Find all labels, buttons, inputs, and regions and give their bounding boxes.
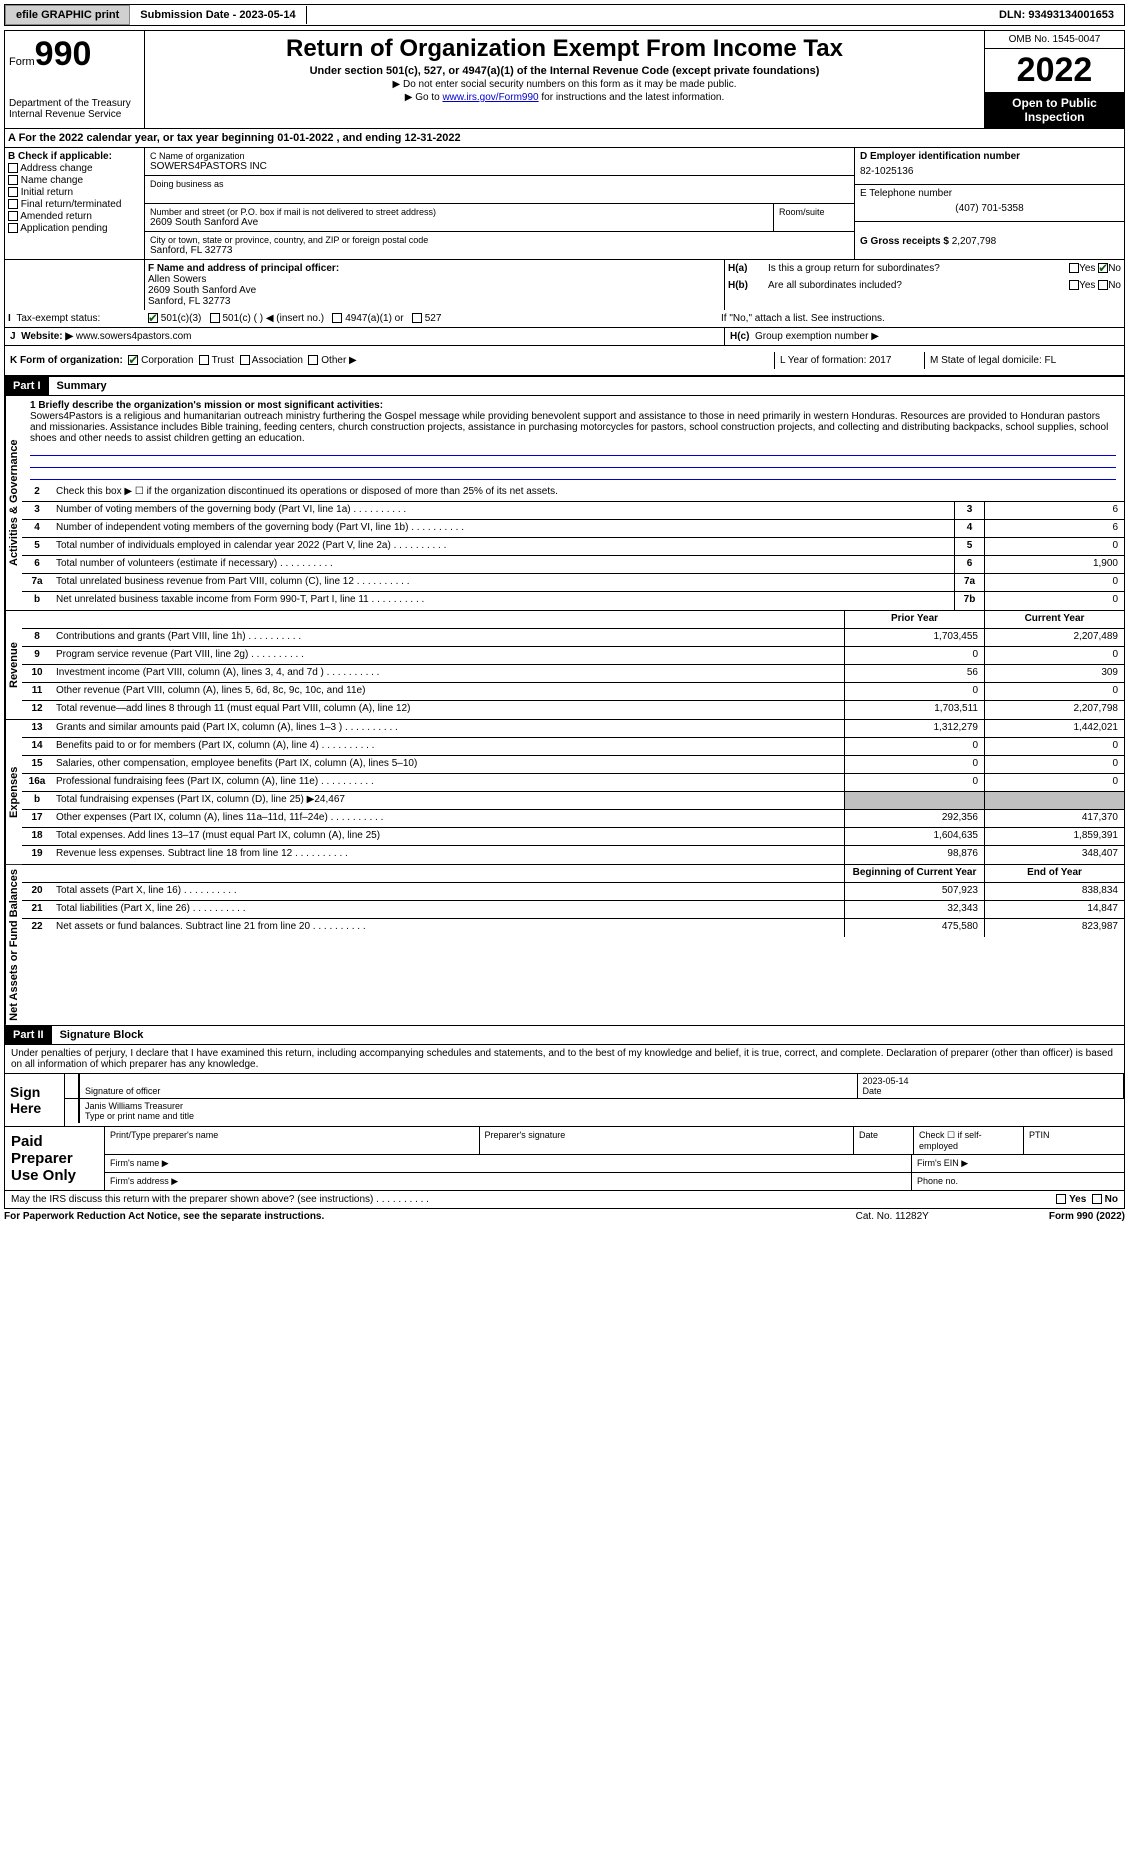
sect-activities: Activities & Governance 1 Briefly descri… — [4, 396, 1125, 611]
row-k: K Form of organization: Corporation Trus… — [4, 346, 1125, 376]
tax-year: 2022 — [985, 49, 1124, 92]
year-formation: L Year of formation: 2017 — [774, 352, 924, 369]
chk-corp[interactable] — [128, 355, 138, 365]
discuss-yes[interactable] — [1056, 1194, 1066, 1204]
col-f: F Name and address of principal officer:… — [145, 260, 724, 310]
form-number: 990 — [35, 35, 92, 73]
chk-527[interactable] — [412, 313, 422, 323]
chk-amended[interactable] — [8, 211, 18, 221]
hb-no[interactable] — [1098, 280, 1108, 290]
row-a: A For the 2022 calendar year, or tax yea… — [4, 129, 1125, 148]
paid-preparer: Paid Preparer Use Only — [5, 1127, 105, 1190]
side-revenue: Revenue — [5, 611, 22, 719]
ha-no[interactable] — [1098, 263, 1108, 273]
domicile: M State of legal domicile: FL — [924, 352, 1124, 369]
street-label: Number and street (or P.O. box if mail i… — [150, 207, 768, 217]
form-no-footer: Form 990 (2022) — [1049, 1211, 1125, 1222]
chk-501c3[interactable] — [148, 313, 158, 323]
goto-note: ▶ Go to www.irs.gov/Form990 for instruct… — [149, 92, 980, 103]
officer-name: Allen Sowers — [148, 274, 206, 285]
ha-yes[interactable] — [1069, 263, 1079, 273]
footer: For Paperwork Reduction Act Notice, see … — [4, 1211, 1125, 1222]
tax-status-row: I Tax-exempt status: 501(c)(3) 501(c) ( … — [4, 310, 1125, 328]
hb-yes[interactable] — [1069, 280, 1079, 290]
perjury-declare: Under penalties of perjury, I declare th… — [5, 1045, 1124, 1073]
part1-header: Part I Summary — [4, 376, 1125, 396]
city: Sanford, FL 32773 — [150, 245, 849, 256]
sign-here: Sign Here — [5, 1074, 65, 1126]
chk-4947[interactable] — [332, 313, 342, 323]
top-bar: efile GRAPHIC print Submission Date - 20… — [4, 4, 1125, 26]
col-b: B Check if applicable: Address change Na… — [5, 148, 145, 259]
chk-initial[interactable] — [8, 187, 18, 197]
col-d: D Employer identification number 82-1025… — [854, 148, 1124, 259]
col-h: H(a) Is this a group return for subordin… — [724, 260, 1124, 310]
ssn-note: ▶ Do not enter social security numbers o… — [149, 79, 980, 90]
tel: (407) 701-5358 — [860, 199, 1119, 218]
chk-name[interactable] — [8, 175, 18, 185]
part2-header: Part II Signature Block — [4, 1026, 1125, 1045]
chk-501c[interactable] — [210, 313, 220, 323]
fh-grid: F Name and address of principal officer:… — [4, 259, 1125, 310]
open-inspection: Open to Public Inspection — [985, 92, 1124, 128]
ein-label: D Employer identification number — [860, 151, 1020, 162]
ein: 82-1025136 — [860, 162, 1119, 181]
form-title: Return of Organization Exempt From Incom… — [149, 35, 980, 63]
tel-label: E Telephone number — [860, 188, 1119, 199]
gross: 2,207,798 — [952, 236, 997, 247]
dba-label: Doing business as — [150, 179, 849, 189]
officer-addr: 2609 South Sanford Ave Sanford, FL 32773 — [148, 285, 256, 307]
org-name-label: C Name of organization — [150, 151, 849, 161]
submission-date: Submission Date - 2023-05-14 — [130, 6, 306, 24]
row-j: J Website: ▶ www.sowers4pastors.com H(c)… — [4, 328, 1125, 346]
sect-revenue: Revenue Prior YearCurrent Year 8Contribu… — [4, 611, 1125, 720]
chk-final[interactable] — [8, 199, 18, 209]
preparer-block: Paid Preparer Use Only Print/Type prepar… — [4, 1127, 1125, 1191]
discuss-no[interactable] — [1092, 1194, 1102, 1204]
side-net: Net Assets or Fund Balances — [5, 865, 22, 1025]
side-expenses: Expenses — [5, 720, 22, 864]
chk-address[interactable] — [8, 163, 18, 173]
room-label: Room/suite — [779, 207, 849, 217]
mission: 1 Briefly describe the organization's mi… — [22, 396, 1124, 484]
department: Department of the Treasury Internal Reve… — [9, 98, 140, 120]
form-header: Form990 Department of the Treasury Inter… — [4, 30, 1125, 129]
omb-number: OMB No. 1545-0047 — [985, 31, 1124, 49]
chk-trust[interactable] — [199, 355, 209, 365]
dln: DLN: 93493134001653 — [989, 6, 1124, 24]
discuss-row: May the IRS discuss this return with the… — [4, 1191, 1125, 1209]
gross-label: G Gross receipts $ — [860, 236, 949, 247]
entity-grid: B Check if applicable: Address change Na… — [4, 148, 1125, 259]
form-subtitle: Under section 501(c), 527, or 4947(a)(1)… — [149, 65, 980, 77]
chk-assoc[interactable] — [240, 355, 250, 365]
org-name: SOWERS4PASTORS INC — [150, 161, 849, 172]
chk-other[interactable] — [308, 355, 318, 365]
city-label: City or town, state or province, country… — [150, 235, 849, 245]
col-c: C Name of organization SOWERS4PASTORS IN… — [145, 148, 854, 259]
website: www.sowers4pastors.com — [76, 331, 192, 342]
hb-note: If "No," attach a list. See instructions… — [721, 313, 1121, 324]
side-activities: Activities & Governance — [5, 396, 22, 610]
street: 2609 South Sanford Ave — [150, 217, 768, 228]
irs-link[interactable]: www.irs.gov/Form990 — [442, 92, 538, 103]
chk-app-pending[interactable] — [8, 223, 18, 233]
sig-block: Under penalties of perjury, I declare th… — [4, 1045, 1125, 1127]
paperwork: For Paperwork Reduction Act Notice, see … — [4, 1211, 324, 1222]
sect-netassets: Net Assets or Fund Balances Beginning of… — [4, 865, 1125, 1026]
cat-no: Cat. No. 11282Y — [856, 1211, 929, 1222]
efile-print-button[interactable]: efile GRAPHIC print — [5, 5, 130, 25]
form-word: Form — [9, 56, 35, 68]
sect-expenses: Expenses 13Grants and similar amounts pa… — [4, 720, 1125, 865]
